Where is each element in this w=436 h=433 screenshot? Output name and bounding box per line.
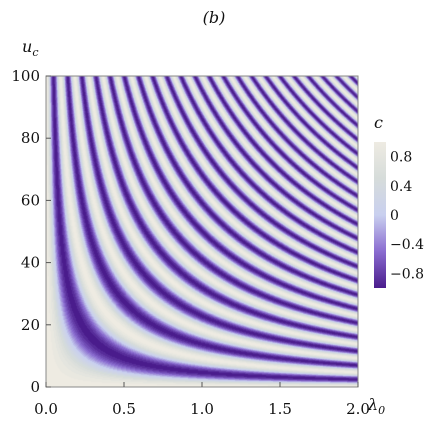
x-tick-label: 0.0 bbox=[34, 400, 58, 418]
colorbar bbox=[374, 142, 386, 288]
y-axis-label-text: uc bbox=[22, 37, 38, 59]
colorbar-tick-label: −0.4 bbox=[390, 237, 424, 253]
x-tick-label: 0.5 bbox=[112, 400, 136, 418]
colorbar-label: c bbox=[374, 113, 383, 132]
heatmap-image bbox=[46, 76, 358, 387]
x-tick-label: 1.0 bbox=[190, 400, 214, 418]
x-axis-ticks: 0.0 0.5 1.0 1.5 2.0 bbox=[34, 382, 370, 418]
y-tick-label: 20 bbox=[21, 316, 40, 334]
y-tick-label: 100 bbox=[11, 67, 40, 85]
panel-label: (b) bbox=[203, 8, 226, 27]
y-tick-label: 0 bbox=[30, 378, 40, 396]
y-axis-title: uc bbox=[22, 37, 38, 59]
colorbar-tick-label: −0.8 bbox=[390, 266, 424, 282]
x-axis-title: λ0 bbox=[367, 395, 385, 417]
x-axis-label-text: λ0 bbox=[367, 395, 385, 417]
colorbar-tick-label: 0.8 bbox=[390, 150, 412, 166]
y-tick-label: 40 bbox=[21, 254, 40, 272]
y-axis-ticks: 0 20 40 60 80 100 bbox=[11, 67, 51, 396]
colorbar-tick-label: 0 bbox=[390, 208, 399, 224]
y-tick-label: 80 bbox=[21, 129, 40, 147]
y-tick-label: 60 bbox=[21, 191, 40, 209]
colorbar-tick-label: 0.4 bbox=[390, 179, 412, 195]
colorbar-ticks: 0.8 0.4 0 −0.4 −0.8 bbox=[390, 150, 424, 283]
x-tick-label: 2.0 bbox=[346, 400, 370, 418]
x-tick-label: 1.5 bbox=[268, 400, 292, 418]
